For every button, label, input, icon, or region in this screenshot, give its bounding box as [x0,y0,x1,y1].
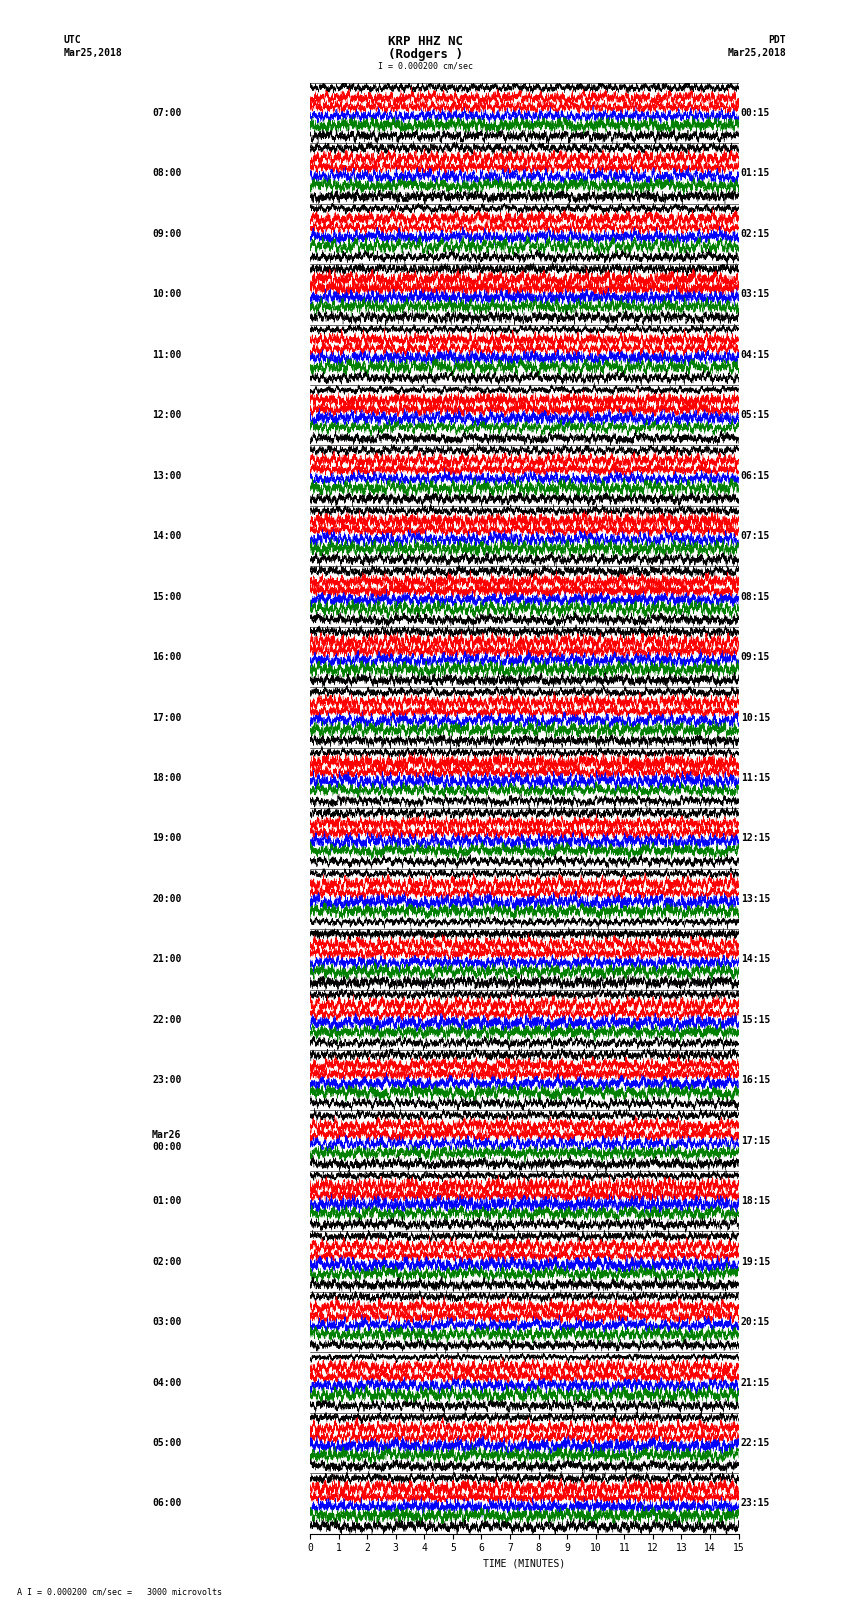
Text: 17:15: 17:15 [740,1136,770,1145]
Text: 08:15: 08:15 [740,592,770,602]
Text: 16:00: 16:00 [152,652,181,661]
Text: 19:15: 19:15 [740,1257,770,1266]
Text: 17:00: 17:00 [152,713,181,723]
Text: 20:15: 20:15 [740,1318,770,1327]
Text: A I = 0.000200 cm/sec =   3000 microvolts: A I = 0.000200 cm/sec = 3000 microvolts [17,1587,222,1597]
Text: 10:00: 10:00 [152,289,181,300]
Text: 13:00: 13:00 [152,471,181,481]
Text: 06:15: 06:15 [740,471,770,481]
Text: 21:00: 21:00 [152,955,181,965]
X-axis label: TIME (MINUTES): TIME (MINUTES) [483,1560,565,1569]
Text: 20:00: 20:00 [152,894,181,903]
Text: UTC: UTC [64,35,82,45]
Text: 01:00: 01:00 [152,1197,181,1207]
Text: 05:15: 05:15 [740,410,770,421]
Text: 04:00: 04:00 [152,1378,181,1387]
Text: Mar25,2018: Mar25,2018 [728,48,786,58]
Text: Mar26
00:00: Mar26 00:00 [152,1131,181,1152]
Text: 06:00: 06:00 [152,1498,181,1508]
Text: 12:00: 12:00 [152,410,181,421]
Text: 18:00: 18:00 [152,773,181,782]
Text: 23:00: 23:00 [152,1076,181,1086]
Text: 21:15: 21:15 [740,1378,770,1387]
Text: 12:15: 12:15 [740,834,770,844]
Text: 13:15: 13:15 [740,894,770,903]
Text: 23:15: 23:15 [740,1498,770,1508]
Text: 09:15: 09:15 [740,652,770,661]
Text: 03:00: 03:00 [152,1318,181,1327]
Text: 04:15: 04:15 [740,350,770,360]
Text: 15:00: 15:00 [152,592,181,602]
Text: PDT: PDT [768,35,786,45]
Text: 09:00: 09:00 [152,229,181,239]
Text: 19:00: 19:00 [152,834,181,844]
Text: 14:15: 14:15 [740,955,770,965]
Text: I = 0.000200 cm/sec: I = 0.000200 cm/sec [377,61,473,71]
Text: 05:00: 05:00 [152,1439,181,1448]
Text: 07:00: 07:00 [152,108,181,118]
Text: 16:15: 16:15 [740,1076,770,1086]
Text: 11:00: 11:00 [152,350,181,360]
Text: 01:15: 01:15 [740,168,770,179]
Text: KRP HHZ NC: KRP HHZ NC [388,35,462,48]
Text: 00:15: 00:15 [740,108,770,118]
Text: 22:00: 22:00 [152,1015,181,1024]
Text: 11:15: 11:15 [740,773,770,782]
Text: 08:00: 08:00 [152,168,181,179]
Text: (Rodgers ): (Rodgers ) [388,48,462,61]
Text: 15:15: 15:15 [740,1015,770,1024]
Text: 22:15: 22:15 [740,1439,770,1448]
Text: 03:15: 03:15 [740,289,770,300]
Text: 07:15: 07:15 [740,531,770,542]
Text: Mar25,2018: Mar25,2018 [64,48,122,58]
Text: 10:15: 10:15 [740,713,770,723]
Text: 02:15: 02:15 [740,229,770,239]
Text: 14:00: 14:00 [152,531,181,542]
Text: 18:15: 18:15 [740,1197,770,1207]
Text: 02:00: 02:00 [152,1257,181,1266]
